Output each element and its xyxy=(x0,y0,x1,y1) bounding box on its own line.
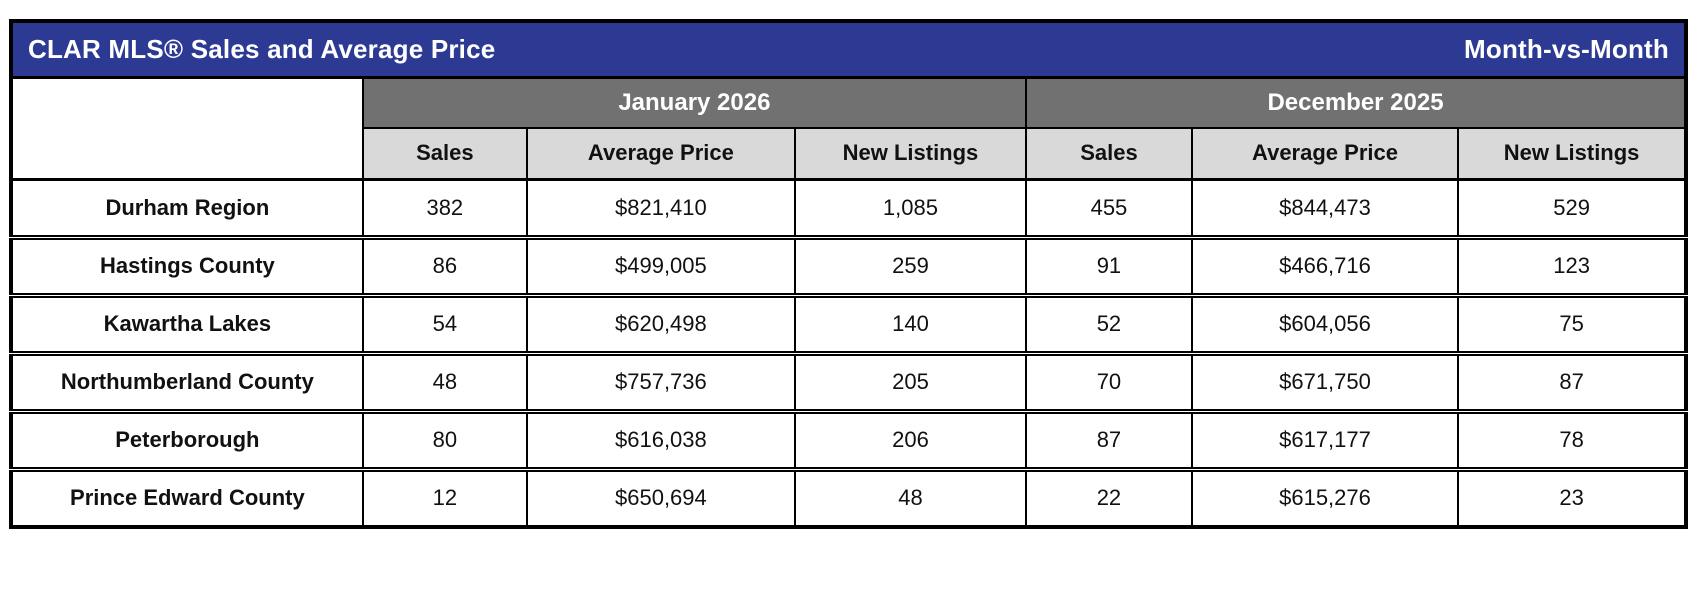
avg-price-cell: $757,736 xyxy=(525,350,796,412)
sales-cell: 48 xyxy=(361,350,528,412)
region-name-cell: Kawartha Lakes xyxy=(10,292,364,354)
sales-cell: 80 xyxy=(361,408,528,470)
table-row-prince-edward-county: Prince Edward County 12 $650,694 48 22 $… xyxy=(10,466,1687,528)
table-row-hastings-county: Hastings County 86 $499,005 259 91 $466,… xyxy=(10,234,1687,296)
avg-price-cell: $615,276 xyxy=(1190,466,1460,528)
sales-cell: 455 xyxy=(1025,177,1193,238)
new-listings-cell: 1,085 xyxy=(793,177,1028,238)
avg-price-cell: $620,498 xyxy=(525,292,796,354)
new-listings-cell: 140 xyxy=(793,292,1028,354)
sales-cell: 22 xyxy=(1025,466,1193,528)
group-header-december-2025: December 2025 xyxy=(1025,76,1687,129)
group-header-row: January 2026 December 2025 xyxy=(10,76,1687,180)
new-listings-cell: 75 xyxy=(1457,292,1687,354)
new-listings-cell: 259 xyxy=(793,234,1028,296)
region-name-cell: Peterborough xyxy=(10,408,364,470)
corner-cell xyxy=(10,76,364,180)
new-listings-cell: 48 xyxy=(793,466,1028,528)
new-listings-cell: 206 xyxy=(793,408,1028,470)
col-header-average-price-dec: Average Price xyxy=(1190,127,1460,180)
sales-table: CLAR MLS® Sales and Average Price Month-… xyxy=(9,19,1688,529)
region-name-cell: Hastings County xyxy=(10,234,364,296)
column-header-row: Sales Average Price New Listings Sales A… xyxy=(11,127,1687,180)
new-listings-cell: 123 xyxy=(1457,234,1687,296)
title-bar: CLAR MLS® Sales and Average Price Month-… xyxy=(10,20,1687,79)
table-row-durham-region: Durham Region 382 $821,410 1,085 455 $84… xyxy=(10,177,1687,238)
new-listings-cell: 529 xyxy=(1457,177,1687,238)
col-header-new-listings-jan: New Listings xyxy=(793,127,1028,180)
col-header-sales-jan: Sales xyxy=(361,127,528,180)
sales-cell: 12 xyxy=(361,466,528,528)
avg-price-cell: $616,038 xyxy=(525,408,796,470)
avg-price-cell: $821,410 xyxy=(525,177,796,238)
sales-cell: 70 xyxy=(1025,350,1193,412)
table-row-northumberland-county: Northumberland County 48 $757,736 205 70… xyxy=(10,350,1687,412)
sales-cell: 87 xyxy=(1025,408,1193,470)
sales-cell: 91 xyxy=(1025,234,1193,296)
avg-price-cell: $650,694 xyxy=(525,466,796,528)
col-header-average-price-jan: Average Price xyxy=(525,127,796,180)
title-bar-cell: CLAR MLS® Sales and Average Price Month-… xyxy=(10,20,1687,79)
page: CLAR MLS® Sales and Average Price Month-… xyxy=(9,19,1688,529)
avg-price-cell: $499,005 xyxy=(525,234,796,296)
avg-price-cell: $466,716 xyxy=(1190,234,1460,296)
report-title: CLAR MLS® Sales and Average Price xyxy=(28,33,496,64)
new-listings-cell: 23 xyxy=(1457,466,1687,528)
avg-price-cell: $617,177 xyxy=(1190,408,1460,470)
region-name-cell: Northumberland County xyxy=(10,350,364,412)
new-listings-cell: 78 xyxy=(1457,408,1687,470)
sales-cell: 382 xyxy=(361,177,528,238)
table-row-peterborough: Peterborough 80 $616,038 206 87 $617,177… xyxy=(10,408,1687,470)
group-header-january-2026: January 2026 xyxy=(361,76,1028,129)
new-listings-cell: 205 xyxy=(793,350,1028,412)
avg-price-cell: $844,473 xyxy=(1190,177,1460,238)
sales-cell: 54 xyxy=(361,292,528,354)
table-row-kawartha-lakes: Kawartha Lakes 54 $620,498 140 52 $604,0… xyxy=(10,292,1687,354)
sales-cell: 52 xyxy=(1025,292,1193,354)
comparison-label: Month-vs-Month xyxy=(1464,33,1669,64)
new-listings-cell: 87 xyxy=(1457,350,1687,412)
region-name-cell: Durham Region xyxy=(10,177,364,238)
sales-cell: 86 xyxy=(361,234,528,296)
region-name-cell: Prince Edward County xyxy=(10,466,364,528)
avg-price-cell: $671,750 xyxy=(1190,350,1460,412)
avg-price-cell: $604,056 xyxy=(1190,292,1460,354)
col-header-sales-dec: Sales xyxy=(1025,127,1193,180)
col-header-new-listings-dec: New Listings xyxy=(1457,127,1687,180)
